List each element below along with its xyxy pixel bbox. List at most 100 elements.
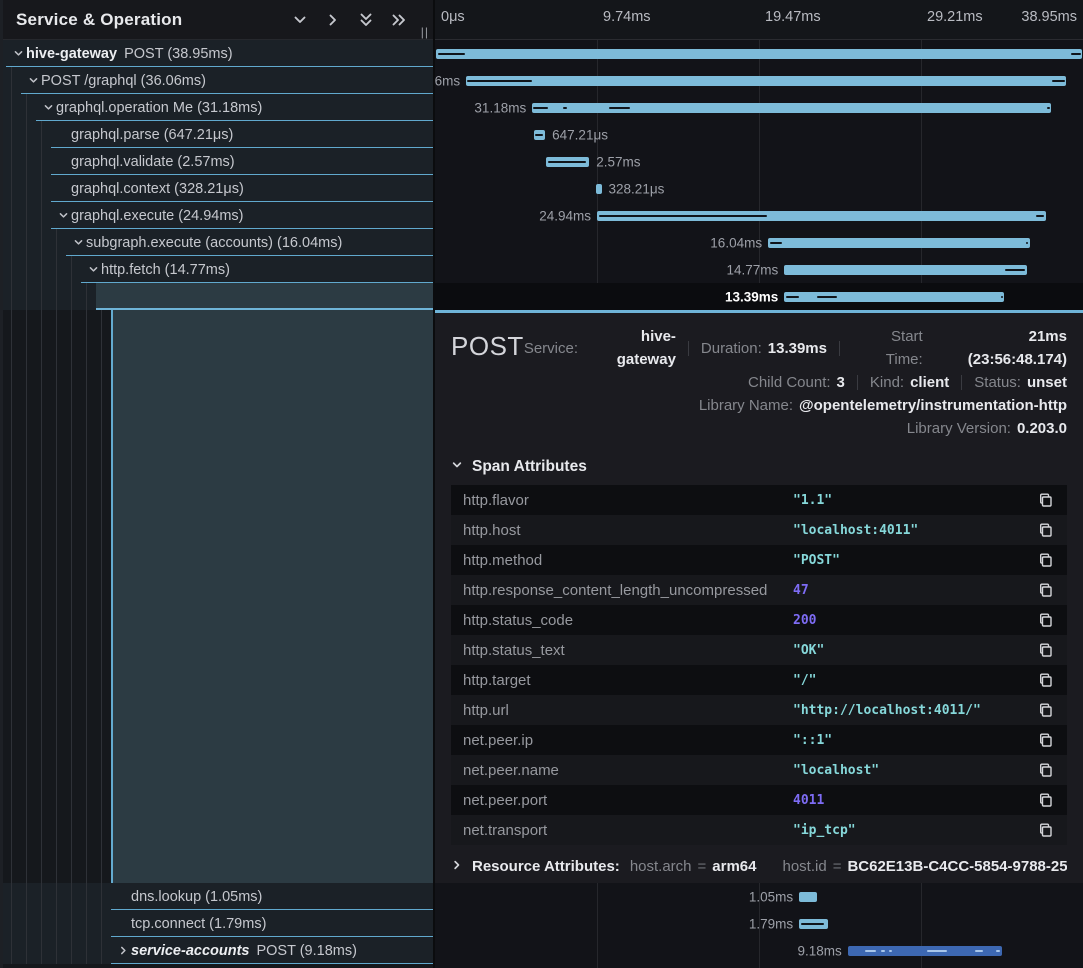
meta-separator — [856, 375, 858, 390]
indent-guide — [56, 310, 57, 883]
attribute-value: 4011 — [793, 792, 825, 808]
resource-attributes-title[interactable]: Resource Attributes: — [472, 858, 620, 875]
child-span-marker — [438, 52, 466, 55]
copy-icon[interactable] — [1037, 551, 1055, 569]
span-tree-row[interactable]: graphql.context (328.21μs) — [3, 175, 433, 202]
span-duration-bar[interactable] — [784, 264, 1028, 275]
span-tree-row[interactable]: graphql.parse (647.21μs) — [3, 121, 433, 148]
chevron-right-icon[interactable] — [116, 945, 131, 957]
span-duration-bar[interactable] — [847, 945, 1002, 956]
attribute-key: http.status_text — [463, 641, 565, 659]
indent-guide — [41, 121, 42, 148]
span-duration-label: 31.18ms — [474, 100, 527, 115]
copy-icon[interactable] — [1037, 641, 1055, 659]
attribute-value: "ip_tcp" — [793, 822, 856, 838]
attribute-key: net.peer.ip — [463, 731, 534, 749]
attribute-value: "1.1" — [793, 492, 833, 508]
timeline-row[interactable]: 1.79ms — [435, 910, 1083, 937]
span-tree-row[interactable]: http.fetch (14.77ms) — [3, 256, 433, 283]
span-duration-label: 2.57ms — [596, 154, 641, 169]
pane-resize-handle[interactable]: || — [420, 25, 429, 39]
timeline-row[interactable]: 328.21μs — [435, 175, 1083, 202]
timeline-row[interactable]: 2.57ms — [435, 148, 1083, 175]
timeline-row[interactable]: 13.39ms — [435, 283, 1083, 310]
copy-icon[interactable] — [1037, 821, 1055, 839]
span-tree-row[interactable]: service-accounts POST (9.18ms) — [3, 937, 433, 964]
copy-icon[interactable] — [1037, 791, 1055, 809]
child-span-marker — [1051, 79, 1065, 82]
timeline-row[interactable]: 14.77ms — [435, 256, 1083, 283]
copy-icon[interactable] — [1037, 671, 1055, 689]
copy-icon[interactable] — [1037, 761, 1055, 779]
meta-separator — [838, 340, 840, 356]
timeline-row[interactable]: 36.06ms — [435, 67, 1083, 94]
chevron-down-icon[interactable] — [41, 102, 56, 114]
span-duration-label: 1.79ms — [748, 916, 794, 931]
row-underline — [6, 66, 433, 67]
row-underline — [111, 909, 433, 910]
meta-value: 3 — [836, 374, 845, 391]
span-tree-row[interactable]: graphql.operation Me (31.18ms) — [3, 94, 433, 121]
timeline-row[interactable]: 24.94ms — [435, 202, 1083, 229]
collapse-all-icon[interactable] — [358, 12, 374, 28]
child-span-marker — [1035, 214, 1045, 217]
chevron-right-icon[interactable] — [451, 858, 463, 875]
chevron-down-icon[interactable] — [56, 210, 71, 222]
timeline-row[interactable]: 1.05ms — [435, 883, 1083, 910]
attribute-value: "POST" — [793, 552, 840, 568]
span-attributes-toggle[interactable]: Span Attributes — [451, 458, 1067, 476]
span-tree-row[interactable]: graphql.validate (2.57ms) — [3, 148, 433, 175]
copy-icon[interactable] — [1037, 701, 1055, 719]
indent-guide — [11, 910, 12, 937]
span-duration-bar[interactable] — [597, 210, 1047, 221]
indent-guide — [26, 256, 27, 283]
span-duration-bar[interactable] — [532, 102, 1051, 113]
chevron-down-icon[interactable] — [26, 75, 41, 87]
span-duration-bar[interactable] — [768, 237, 1030, 248]
collapse-one-icon[interactable] — [292, 12, 308, 28]
chevron-down-icon[interactable] — [71, 237, 86, 249]
attribute-value: "OK" — [793, 642, 825, 658]
span-tree-row[interactable]: graphql.execute (24.94ms) — [3, 202, 433, 229]
copy-icon[interactable] — [1037, 521, 1055, 539]
timeline-row[interactable]: 9.18ms — [435, 937, 1083, 964]
indent-guide — [41, 229, 42, 256]
attribute-key: http.status_code — [463, 611, 574, 629]
indent-guide — [56, 883, 57, 910]
attribute-key: http.target — [463, 671, 531, 689]
indent-guide — [11, 283, 12, 310]
span-duration-bar[interactable] — [799, 891, 817, 902]
timeline-row[interactable]: 16.04ms — [435, 229, 1083, 256]
timeline-row[interactable]: 647.21μs — [435, 121, 1083, 148]
span-tree-row[interactable]: POST /graphql (36.06ms) — [3, 67, 433, 94]
copy-icon[interactable] — [1037, 611, 1055, 629]
indent-guide — [11, 202, 12, 229]
meta-separator — [961, 375, 963, 390]
attribute-key: http.method — [463, 551, 543, 569]
attribute-value: "/" — [793, 672, 817, 688]
timeline-row[interactable] — [435, 40, 1083, 67]
timeline-row[interactable]: 31.18ms — [435, 94, 1083, 121]
chevron-down-icon[interactable] — [11, 48, 26, 60]
span-tree-row[interactable]: dns.lookup (1.05ms) — [3, 883, 433, 910]
copy-icon[interactable] — [1037, 491, 1055, 509]
chevron-down-icon[interactable] — [86, 264, 101, 276]
indent-guide — [71, 883, 72, 910]
expand-one-icon[interactable] — [325, 12, 341, 28]
span-tree-row[interactable]: tcp.connect (1.79ms) — [3, 910, 433, 937]
span-duration-bar[interactable] — [466, 75, 1067, 86]
resource-attributes-row: Resource Attributes: host.arch = arm64 host.… — [451, 858, 1067, 875]
copy-icon[interactable] — [1037, 731, 1055, 749]
expand-all-icon[interactable] — [391, 12, 407, 28]
span-duration-bar[interactable] — [784, 291, 1004, 302]
attribute-value: 200 — [793, 612, 817, 628]
row-underline — [81, 282, 433, 283]
span-duration-bar[interactable] — [596, 183, 602, 194]
span-tree-row[interactable]: hive-gateway POST (38.95ms) — [3, 40, 433, 67]
span-tree-row[interactable]: POST (13.39ms) — [3, 283, 433, 310]
span-details-title: POST — [451, 331, 524, 361]
span-duration-bar[interactable] — [436, 48, 1082, 59]
pane-divider[interactable] — [433, 0, 435, 968]
copy-icon[interactable] — [1037, 581, 1055, 599]
span-tree-row[interactable]: subgraph.execute (accounts) (16.04ms) — [3, 229, 433, 256]
